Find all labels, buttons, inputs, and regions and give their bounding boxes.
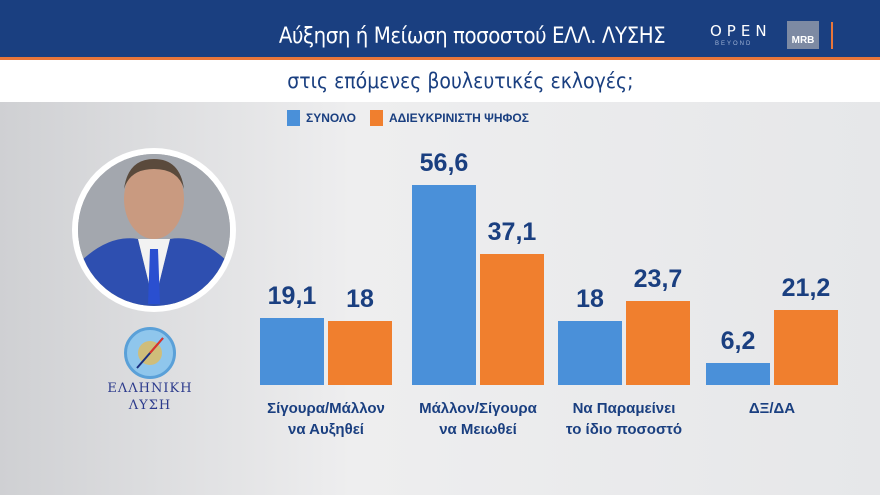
category-label-line: να Μειωθεί: [439, 421, 517, 438]
party-name-line2: ΛΥΣΗ: [128, 398, 172, 413]
legend-swatch-blue: [287, 110, 300, 126]
legend-item-total: ΣΥΝΟΛΟ: [287, 110, 356, 126]
header-bar: [0, 0, 880, 57]
category-label: Σίγουρα/Μάλλον να Αυξηθεί: [246, 398, 406, 440]
category-label-line: Μάλλον/Σίγουρα: [419, 400, 537, 417]
header-accent-line: [0, 57, 880, 60]
category-label-line: Σίγουρα/Μάλλον: [267, 400, 385, 417]
bar-total: [558, 321, 622, 385]
legend-swatch-orange: [370, 110, 383, 126]
category-label: ΔΞ/ΔΑ: [692, 398, 852, 419]
category-label: Να Παραμείνει το ίδιο ποσοστό: [544, 398, 704, 440]
data-label: 56,6: [419, 149, 469, 177]
bar-undecided: [626, 301, 690, 385]
legend-label: ΣΥΝΟΛΟ: [306, 111, 356, 125]
data-label: 23,7: [633, 265, 683, 294]
bar-total: [260, 317, 324, 385]
data-label: 37,1: [487, 217, 537, 246]
chart-title: Αύξηση ή Μείωση ποσοστού ΕΛΛ. ΛΥΣΗΣ: [278, 24, 666, 49]
pollster-logo: MRB: [787, 21, 819, 49]
data-label: 18: [346, 285, 374, 314]
logo-divider: [831, 22, 833, 49]
category-label-line: ΔΞ/ΔΑ: [748, 400, 796, 417]
data-label: 6,2: [720, 327, 756, 356]
category-label-line: Να Παραμείνει: [572, 400, 676, 417]
party-logo-icon: [124, 327, 176, 379]
channel-logo: OPEN: [710, 22, 772, 40]
party-name: ΕΛΛΗΝΙΚΗ ΛΥΣΗ: [100, 380, 200, 414]
politician-photo: [72, 148, 236, 312]
bar-undecided: [480, 253, 544, 385]
chart-subtitle: στις επόμενες βουλευτικές εκλογές;: [0, 60, 880, 102]
legend-item-undecided: ΑΔΙΕΥΚΡΙΝΙΣΤΗ ΨΗΦΟΣ: [370, 110, 529, 126]
party-name-line1: ΕΛΛΗΝΙΚΗ: [107, 381, 193, 396]
category-label: Μάλλον/Σίγουρα να Μειωθεί: [398, 398, 558, 440]
bar-total: [706, 363, 770, 385]
category-label-line: το ίδιο ποσοστό: [565, 421, 683, 438]
data-label: 21,2: [781, 274, 831, 303]
data-label: 19,1: [267, 281, 317, 310]
bar-total: [412, 185, 476, 385]
bar-undecided: [328, 321, 392, 385]
channel-logo-sub: BEYOND: [715, 41, 753, 47]
category-label-line: να Αυξηθεί: [288, 421, 364, 438]
data-label: 18: [576, 285, 604, 314]
legend-label: ΑΔΙΕΥΚΡΙΝΙΣΤΗ ΨΗΦΟΣ: [389, 111, 529, 125]
bar-undecided: [774, 310, 838, 385]
subtitle-text: στις επόμενες βουλευτικές εκλογές;: [286, 69, 634, 93]
